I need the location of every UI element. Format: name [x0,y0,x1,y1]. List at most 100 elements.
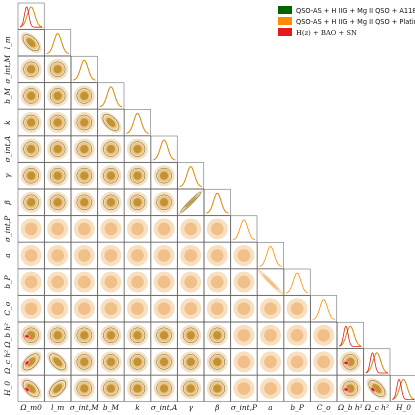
y-label-sigma_int_p: σ_int,P [3,215,12,242]
contour-green-1sigma [106,357,116,367]
contour-green-2sigma [180,192,201,213]
contour-green-2sigma [129,167,146,184]
contour-green-2sigma [49,194,66,211]
panel-h0-k [124,375,151,402]
marginal-curve-1 [392,378,415,400]
contour-green-1sigma [53,171,62,180]
contour-green-1sigma [80,118,89,127]
y-axis-labels: l_m σ_int,M b_Mk σ_int,A γ β σ_int,Pa b_P C_o Ω_b… [3,36,12,397]
contour-green-2sigma [209,327,226,344]
contour-green-1sigma [106,331,116,340]
panel-frame [44,29,72,57]
contour-green-2sigma [49,353,67,371]
panel-omega_b_h2-b_p [283,321,311,349]
contour-green-2sigma [76,141,93,157]
contour-red-1sigma [344,388,349,391]
panel-gamma-omega_m0 [17,162,45,190]
panel-frame [70,55,98,83]
contour-green-2sigma [103,194,119,211]
marginal-curve-2 [392,378,415,401]
y-label-k: k [3,120,12,125]
contour-orange-1sigma [317,355,331,369]
panel-sigma_int_a-sigma_int_a [150,135,178,163]
contour-green-1sigma [80,357,89,367]
y-label-h0: H_0 [3,381,12,397]
panel-b_p-sigma_int_p [230,268,258,296]
contour-green-1sigma [26,144,36,154]
panel-omega_c_h2-omega_c_h2 [363,348,391,376]
contour-green-1sigma [159,384,169,393]
panel-sigma_int_m-l_m [44,55,72,83]
contour-green-1sigma [213,331,222,340]
marginal-curve-1 [73,59,96,81]
panel-omega_b_h2-a [257,321,284,349]
contour-green-2sigma [23,141,39,157]
contour-green-2sigma [102,114,120,131]
contour-green-2sigma [129,194,146,211]
y-label-a: a [3,253,12,257]
x-label-k: k [135,403,140,412]
marginal-curve-1 [232,219,256,241]
contour-green-1sigma [133,144,142,154]
x-label-beta: β [214,403,219,412]
contour-orange-1sigma [264,302,277,316]
panel-b_p-sigma_int_m [70,268,98,296]
contour-green-2sigma [22,353,40,371]
panel-omega_c_h2-a [257,348,284,376]
panel-a-k [124,242,151,269]
panel-omega_c_h2-b_p [283,348,311,376]
contour-green-2sigma [103,141,119,157]
contour-green-2sigma [76,167,93,184]
contour-green-1sigma [53,91,62,101]
marginal-curve-1 [19,6,43,28]
marginal-curve-1 [339,325,362,347]
contour-green-2sigma [156,354,172,370]
y-label-gamma: γ [3,173,12,178]
marginal-curve-1 [206,192,229,214]
contour-orange-1sigma [184,222,197,236]
panel-omega_c_h2-beta [203,348,231,376]
contour-green-1sigma [186,331,195,340]
panel-c_o-gamma [177,295,205,323]
x-label-omega_b_h2: Ω_b h² [337,403,363,412]
contour-green-2sigma [49,61,66,78]
contour-green-2sigma [129,327,146,344]
contour-green-2sigma [129,380,146,397]
panel-a-omega_m0 [17,242,45,269]
panel-omega_c_h2-omega_m0 [17,348,45,376]
panel-sigma_int_p-sigma_int_m [70,215,98,243]
panel-c_o-b_m [97,295,125,323]
contour-green-1sigma [26,118,36,127]
panel-sigma_int_p-sigma_int_p [230,215,258,243]
contour-green-2sigma [156,194,172,211]
contour-green-2sigma [209,354,226,370]
contour-red-1sigma [371,387,375,392]
contour-orange-1sigma [157,249,171,262]
contour-green-1sigma [106,198,116,207]
y-label-beta: β [3,200,12,205]
contour-green-2sigma [23,114,39,131]
legend-swatch-0 [278,6,292,14]
contour-orange-1sigma [51,275,64,289]
contour-green-2sigma [49,327,66,344]
contour-orange-1sigma [211,222,224,236]
marginal-curve-1 [126,112,149,134]
contour-green-1sigma [186,384,195,393]
contour-green-2sigma [49,167,66,184]
contour-green-2sigma [23,194,39,211]
contour-orange-1sigma [264,329,277,342]
contour-green-2sigma [76,354,93,370]
panel-h0-omega_m0 [17,375,45,402]
contour-green-2sigma [103,380,119,397]
panel-a-sigma_int_a [150,242,178,269]
contour-orange-1sigma [157,302,171,316]
panel-gamma-b_m [97,162,125,190]
contour-green-2sigma [368,380,386,397]
panel-c_o-sigma_int_a [150,295,178,323]
panel-sigma_int_a-sigma_int_m [70,135,98,163]
contour-green-2sigma [156,327,172,344]
x-label-gamma: γ [188,403,193,412]
panel-sigma_int_p-sigma_int_a [150,215,178,243]
panel-sigma_int_m-sigma_int_m [70,55,98,83]
contour-green-2sigma [103,327,119,344]
